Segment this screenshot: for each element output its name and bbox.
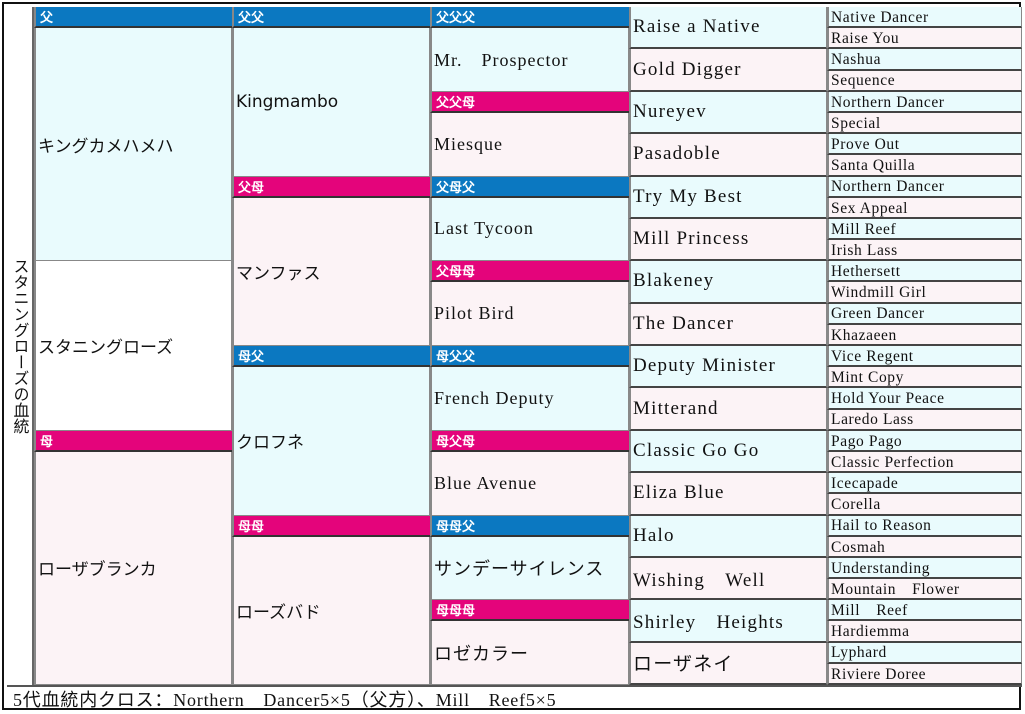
ancestor-gen4: Shirley Heights <box>629 600 827 643</box>
ancestor-gen5: Cosmah <box>827 536 1022 558</box>
ancestor-gen5: Classic Perfection <box>827 451 1022 474</box>
ancestor-gen4: Deputy Minister <box>629 346 827 389</box>
ancestor-gen4: The Dancer <box>629 303 827 346</box>
ancestor-gen4: Pasadoble <box>629 134 827 177</box>
ancestor-gen5: Hail to Reason <box>827 515 1022 537</box>
pedigree-title: スタニングローズの血統 <box>7 7 34 685</box>
gen2-bar: 母父 <box>232 346 430 368</box>
ancestor-gen5: Mint Copy <box>827 367 1022 389</box>
ancestor-gen4: Wishing Well <box>629 557 827 601</box>
ancestor-gen5: Sex Appeal <box>827 197 1022 219</box>
gen2-bar: 父母 <box>232 176 430 198</box>
ancestor-gen2: マンファス <box>232 197 430 346</box>
ancestor-gen5: Prove Out <box>827 134 1022 156</box>
ancestor-gen5: Nashua <box>827 49 1022 71</box>
ancestor-gen4: Nureyev <box>629 91 827 135</box>
ancestor-gen5: Windmill Girl <box>827 282 1022 304</box>
ancestor-gen5: Understanding <box>827 557 1022 580</box>
pedigree-grid: スタニングローズの血統 父キングカメハメハ スタニングローズ母ローザブランカ 父父 K… <box>7 7 1022 685</box>
ancestor-gen5: Raise You <box>827 28 1022 50</box>
gen3-bar: 父父父 <box>430 7 629 29</box>
inbreeding-cross-note: 5代血統内クロス：Northern Dancer5×5（父方）、Mill Ree… <box>7 685 1022 710</box>
ancestor-sire: キングカメハメハ <box>34 28 232 262</box>
ancestor-gen5: Hold Your Peace <box>827 388 1022 410</box>
gen3-bar: 母母母 <box>430 600 629 622</box>
ancestor-gen5: Mill Reef <box>827 218 1022 241</box>
ancestor-gen5: Native Dancer <box>827 7 1022 29</box>
gen3-bar: 母父父 <box>430 346 629 368</box>
ancestor-gen5: Sequence <box>827 70 1022 92</box>
ancestor-gen5: Northern Dancer <box>827 176 1022 198</box>
gen2-bar: 母母 <box>232 515 430 537</box>
gen3-bar: 父父母 <box>430 91 629 113</box>
ancestor-gen4: Mitterand <box>629 388 827 431</box>
ancestor-gen5: Riviere Doree <box>827 663 1022 685</box>
gen2-bar: 父父 <box>232 7 430 29</box>
ancestor-gen5: Mountain Flower <box>827 579 1022 601</box>
ancestor-gen4: Blakeney <box>629 261 827 304</box>
ancestor-gen3: Mr. Prospector <box>430 28 629 92</box>
ancestor-gen2: ローズバド <box>232 536 430 685</box>
sire-bar: 父 <box>34 7 232 29</box>
ancestor-gen4: Mill Princess <box>629 218 827 262</box>
gen3-bar: 母父母 <box>430 430 629 452</box>
ancestor-gen5: Green Dancer <box>827 303 1022 325</box>
ancestor-gen2: クロフネ <box>232 367 430 516</box>
ancestor-gen3: Blue Avenue <box>430 451 629 516</box>
gen3-bar: 母母父 <box>430 515 629 537</box>
ancestor-gen5: Lyphard <box>827 642 1022 664</box>
ancestor-gen3: Miesque <box>430 112 629 177</box>
ancestor-gen5: Mill Reef <box>827 600 1022 622</box>
ancestor-gen4: Eliza Blue <box>629 473 827 516</box>
ancestor-gen5: Icecapade <box>827 473 1022 495</box>
ancestor-gen3: ロゼカラー <box>430 621 629 685</box>
ancestor-gen5: Santa Quilla <box>827 155 1022 177</box>
ancestor-gen5: Vice Regent <box>827 346 1022 368</box>
ancestor-gen5: Northern Dancer <box>827 91 1022 113</box>
ancestor-gen5: Hethersett <box>827 261 1022 283</box>
dam-bar: 母 <box>34 430 232 452</box>
gen3-bar: 父母父 <box>430 176 629 198</box>
ancestor-gen3: サンデーサイレンス <box>430 536 629 601</box>
ancestor-dam: ローザブランカ <box>34 451 232 685</box>
ancestor-gen4: Classic Go Go <box>629 430 827 474</box>
ancestor-gen4: Halo <box>629 515 827 558</box>
ancestor-gen5: Khazaeen <box>827 324 1022 346</box>
ancestor-gen5: Hardiemma <box>827 621 1022 643</box>
ancestor-gen5: Corella <box>827 494 1022 516</box>
ancestor-gen5: Irish Lass <box>827 240 1022 262</box>
gen3-bar: 父母母 <box>430 261 629 283</box>
ancestor-gen3: French Deputy <box>430 367 629 431</box>
ancestor-gen4: ローザネイ <box>629 642 827 685</box>
ancestor-gen2: Kingmambo <box>232 28 430 177</box>
ancestor-gen5: Pago Pago <box>827 430 1022 452</box>
ancestor-gen3: Pilot Bird <box>430 282 629 346</box>
ancestor-gen5: Laredo Lass <box>827 409 1022 431</box>
ancestor-gen4: Raise a Native <box>629 7 827 50</box>
ancestor-gen4: Try My Best <box>629 176 827 219</box>
horse-name: スタニングローズ <box>34 261 232 431</box>
ancestor-gen5: Special <box>827 112 1022 135</box>
ancestor-gen4: Gold Digger <box>629 49 827 92</box>
ancestor-gen3: Last Tycoon <box>430 197 629 262</box>
